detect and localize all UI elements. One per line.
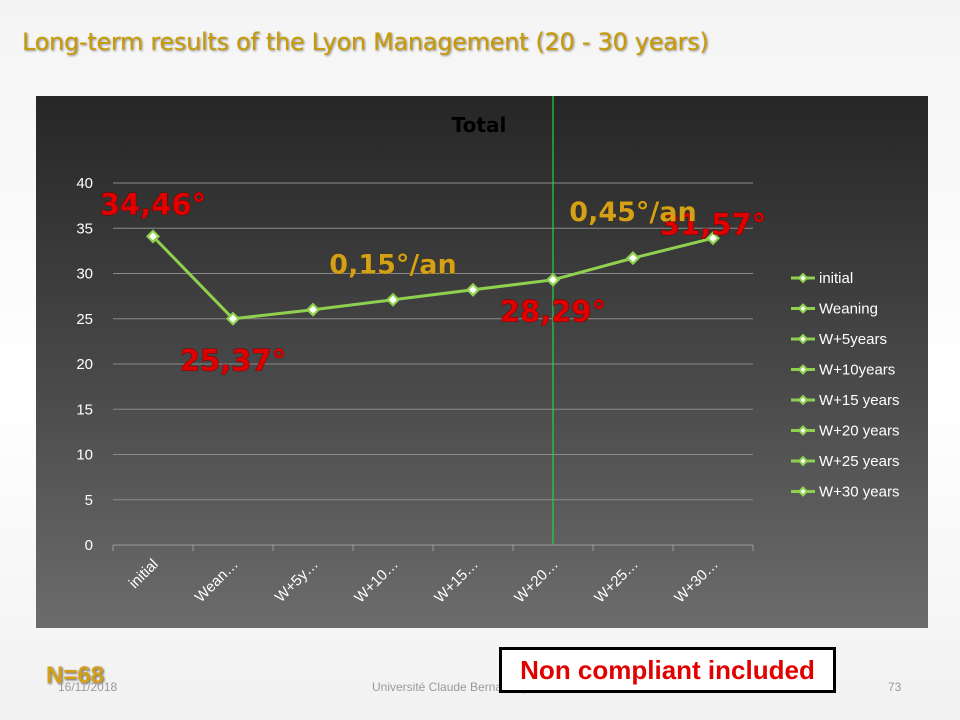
y-tick-label: 40 bbox=[76, 175, 93, 192]
legend-entry: Weaning bbox=[819, 301, 878, 318]
data-point bbox=[385, 292, 401, 307]
x-tick-label: initial bbox=[126, 556, 162, 592]
legend-swatch-marker bbox=[797, 455, 809, 467]
data-point bbox=[225, 311, 241, 326]
value-annotation: 25,37° bbox=[180, 343, 286, 377]
data-point bbox=[305, 302, 321, 317]
y-tick-label: 0 bbox=[85, 537, 93, 554]
non-compliant-note: Non compliant included bbox=[499, 647, 836, 693]
legend-swatch-marker bbox=[797, 394, 809, 406]
chart-title: Total bbox=[452, 113, 507, 137]
y-tick-label: 30 bbox=[76, 266, 93, 283]
line-chart: Total 0 5 10 15 20 25 30 35 40 initial Wean… W+5y… W… bbox=[76, 96, 899, 607]
legend-swatch-marker bbox=[797, 272, 809, 284]
legend-swatch-marker bbox=[797, 364, 809, 375]
page-number: 73 bbox=[888, 680, 902, 694]
x-tick-label: W+25… bbox=[591, 556, 642, 607]
y-tick-label: 5 bbox=[85, 492, 93, 509]
data-point bbox=[465, 282, 481, 297]
slide-title: Long-term results of the Lyon Management… bbox=[22, 28, 709, 56]
legend-swatch-marker bbox=[797, 303, 809, 314]
x-tick-label: W+20… bbox=[511, 556, 562, 607]
series-line bbox=[151, 235, 714, 321]
legend-entry: W+10years bbox=[819, 362, 895, 379]
legend-swatch-marker bbox=[797, 486, 809, 497]
chart-panel: Total 0 5 10 15 20 25 30 35 40 initial Wean… W+5y… W… bbox=[36, 96, 928, 628]
data-point bbox=[625, 251, 641, 266]
y-tick-label: 15 bbox=[76, 401, 93, 418]
legend-swatch-marker bbox=[797, 333, 809, 345]
legend-entry: W+5years bbox=[819, 331, 887, 348]
y-tick-label: 20 bbox=[76, 356, 93, 373]
value-annotation: 34,46° bbox=[100, 188, 206, 222]
rate-annotation: 0,15°/an bbox=[329, 250, 456, 281]
sample-size-label: N=68 bbox=[46, 662, 105, 689]
legend-entry: W+20 years bbox=[819, 423, 899, 440]
rate-annotation: 0,45°/an bbox=[569, 197, 696, 228]
y-tick-label: 10 bbox=[76, 447, 93, 464]
legend-swatch-marker bbox=[797, 425, 809, 436]
x-tick-label: Wean… bbox=[192, 556, 242, 606]
data-point bbox=[545, 272, 561, 287]
x-tick-label: W+15… bbox=[431, 556, 482, 607]
x-tick-label: W+5y… bbox=[272, 556, 322, 606]
legend-entry: initial bbox=[819, 270, 853, 287]
value-annotation: 28,29° bbox=[500, 294, 606, 328]
y-tick-label: 35 bbox=[76, 220, 93, 237]
x-tick-label: W+30… bbox=[671, 556, 722, 607]
x-tick-label: W+10… bbox=[351, 556, 402, 607]
y-tick-label: 25 bbox=[76, 311, 93, 328]
legend-entry: W+15 years bbox=[819, 392, 899, 409]
data-point bbox=[145, 229, 161, 244]
footer-date: 16/11/2018 bbox=[58, 680, 118, 694]
data-point bbox=[705, 231, 721, 246]
legend-entry: W+30 years bbox=[819, 484, 899, 501]
value-annotation: 31,57° bbox=[660, 208, 766, 242]
legend-entry: W+25 years bbox=[819, 453, 899, 470]
